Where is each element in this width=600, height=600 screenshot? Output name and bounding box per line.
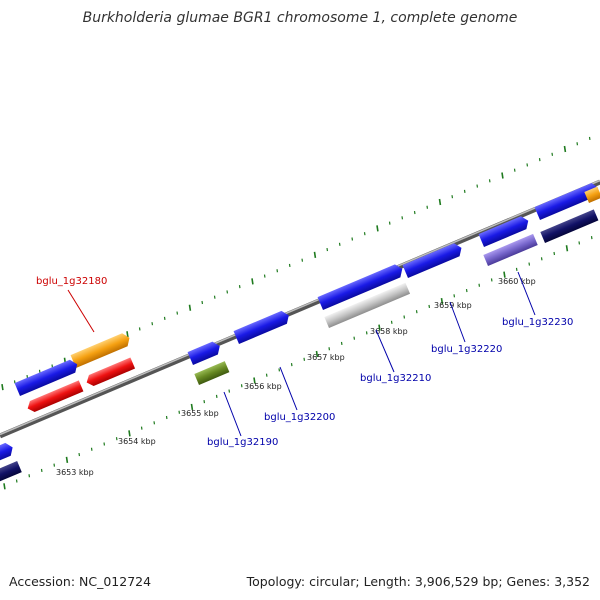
- kbp-label: 3653 kbp: [56, 468, 94, 477]
- tick-mark: [378, 324, 381, 331]
- kbp-label: 3658 kbp: [370, 327, 408, 336]
- gene-label[interactable]: bglu_1g32190: [207, 437, 278, 448]
- gene-leader-line: [375, 329, 395, 373]
- cds-feature[interactable]: [324, 282, 411, 328]
- gene-leader-line: [67, 289, 95, 333]
- kbp-label: 3659 kbp: [434, 301, 472, 310]
- kbp-label: 3657 kbp: [307, 353, 345, 362]
- tick-mark: [313, 251, 317, 258]
- cds-feature[interactable]: [187, 340, 223, 365]
- gene-label[interactable]: bglu_1g32200: [264, 412, 335, 423]
- tick-mark: [565, 245, 569, 252]
- cds-feature[interactable]: [84, 357, 136, 388]
- tick-mark: [438, 198, 442, 206]
- tick-mark: [563, 145, 567, 153]
- cds-feature[interactable]: [478, 214, 531, 247]
- gene-label[interactable]: bglu_1g32230: [502, 317, 573, 328]
- gene-label[interactable]: bglu_1g32180: [36, 276, 107, 287]
- cds-feature[interactable]: [14, 358, 80, 396]
- cds-feature[interactable]: [70, 331, 133, 368]
- tick-mark: [1, 384, 4, 391]
- gene-label[interactable]: bglu_1g32220: [431, 344, 502, 355]
- tick-mark: [190, 403, 194, 411]
- gene-leader-line: [279, 366, 298, 411]
- map-title: Burkholderia glumae BGR1 chromosome 1, c…: [82, 10, 518, 26]
- cds-feature[interactable]: [233, 309, 292, 344]
- chromosome-backbone: [0, 179, 600, 439]
- cds-feature[interactable]: [483, 233, 538, 266]
- cds-feature[interactable]: [317, 262, 405, 310]
- cds-feature[interactable]: [25, 380, 84, 414]
- cds-feature[interactable]: [534, 181, 600, 220]
- tick-mark: [188, 304, 192, 311]
- tick-mark: [253, 377, 256, 384]
- tick-mark: [501, 172, 504, 179]
- gene-label[interactable]: bglu_1g32210: [360, 373, 431, 384]
- tick-mark: [440, 297, 444, 305]
- gene-leader-line: [517, 271, 536, 316]
- accession-text: Accession: NC_012724: [9, 574, 152, 589]
- tick-mark: [3, 483, 6, 490]
- tick-mark: [128, 430, 131, 437]
- kbp-scale-labels: 3653 kbp 3654 kbp 3655 kbp 3656 kbp 3657 kbp…: [56, 277, 536, 477]
- gene-leader-line: [223, 391, 242, 437]
- cds-feature[interactable]: [194, 361, 230, 385]
- tick-mark: [65, 456, 69, 463]
- topology-text: Topology: circular; Length: 3,906,529 bp…: [246, 574, 590, 589]
- tick-mark: [376, 225, 379, 232]
- kbp-label: 3656 kbp: [244, 382, 282, 391]
- kbp-label: 3660 kbp: [498, 277, 536, 286]
- cds-features: [0, 181, 600, 483]
- tick-mark: [315, 350, 319, 358]
- kbp-label: 3655 kbp: [181, 409, 219, 418]
- inner-tick-row: [3, 236, 593, 490]
- gene-labels: bglu_1g32180 bglu_1g32190 bglu_1g32200 bglu…: [36, 271, 573, 448]
- tick-mark: [503, 271, 506, 278]
- cds-feature[interactable]: [0, 461, 22, 483]
- cds-feature[interactable]: [584, 186, 600, 203]
- tick-mark: [126, 331, 129, 338]
- cds-feature[interactable]: [540, 209, 599, 243]
- cds-feature[interactable]: [402, 241, 465, 278]
- gene-leader-line: [449, 301, 466, 343]
- cds-feature[interactable]: [0, 441, 15, 462]
- kbp-label: 3654 kbp: [118, 437, 156, 446]
- tick-mark: [251, 278, 254, 285]
